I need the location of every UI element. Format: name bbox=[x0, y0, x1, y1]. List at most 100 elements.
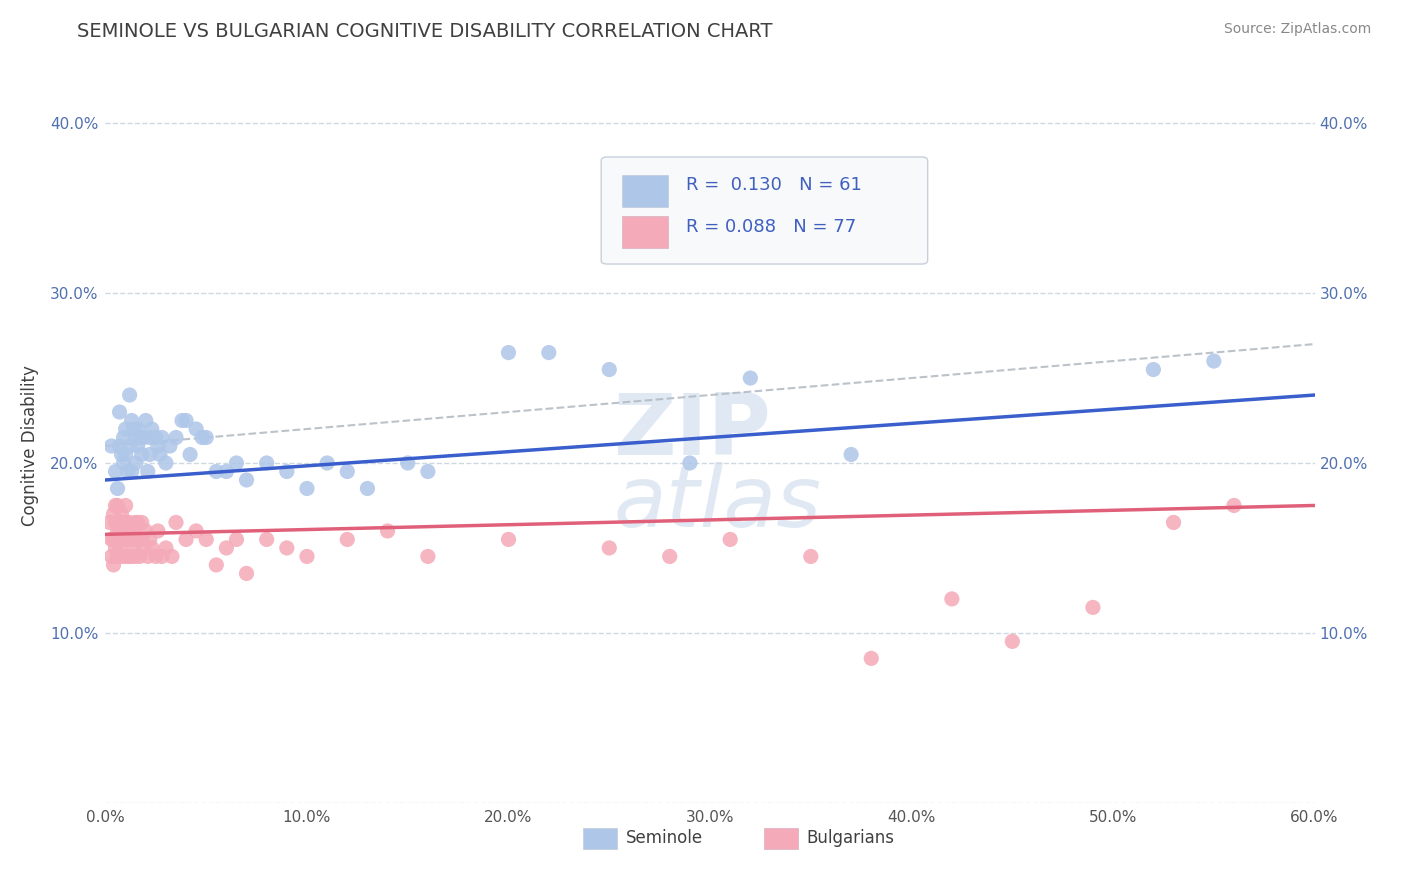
Point bbox=[114, 533, 136, 547]
Point bbox=[416, 549, 439, 564]
Point bbox=[132, 430, 155, 444]
Point bbox=[124, 516, 148, 530]
Point bbox=[165, 430, 187, 444]
Point bbox=[121, 533, 143, 547]
Point bbox=[174, 533, 197, 547]
Point bbox=[121, 413, 143, 427]
Point bbox=[107, 499, 129, 513]
Point bbox=[112, 456, 135, 470]
Point bbox=[146, 439, 169, 453]
Point bbox=[136, 549, 159, 564]
Point bbox=[191, 430, 214, 444]
Point bbox=[225, 533, 247, 547]
Point bbox=[103, 533, 125, 547]
Point bbox=[110, 533, 132, 547]
Point bbox=[127, 533, 149, 547]
Point bbox=[1202, 354, 1225, 368]
Point bbox=[124, 430, 148, 444]
Point bbox=[107, 549, 129, 564]
Point bbox=[150, 549, 173, 564]
Point bbox=[110, 516, 132, 530]
Point bbox=[165, 516, 187, 530]
Point bbox=[1001, 634, 1024, 648]
Point bbox=[336, 465, 359, 479]
Point bbox=[276, 541, 298, 555]
Point bbox=[135, 413, 157, 427]
Text: R =  0.130   N = 61: R = 0.130 N = 61 bbox=[686, 177, 862, 194]
FancyBboxPatch shape bbox=[621, 175, 668, 207]
Point bbox=[104, 499, 127, 513]
Point bbox=[121, 465, 143, 479]
Point bbox=[141, 541, 163, 555]
Point bbox=[295, 549, 318, 564]
Point bbox=[839, 448, 862, 462]
FancyBboxPatch shape bbox=[765, 828, 799, 849]
Point bbox=[104, 465, 127, 479]
Point bbox=[122, 422, 145, 436]
Point bbox=[150, 430, 173, 444]
Point bbox=[155, 541, 177, 555]
Point bbox=[131, 533, 153, 547]
FancyBboxPatch shape bbox=[602, 157, 928, 264]
Point bbox=[136, 465, 159, 479]
Point bbox=[112, 524, 135, 538]
Point bbox=[316, 456, 339, 470]
Point bbox=[104, 541, 127, 555]
Point bbox=[114, 516, 136, 530]
Point bbox=[108, 516, 131, 530]
Point bbox=[128, 549, 150, 564]
Point bbox=[128, 430, 150, 444]
Point bbox=[377, 524, 399, 538]
Point bbox=[100, 549, 122, 564]
Point bbox=[127, 439, 149, 453]
Text: Bulgarians: Bulgarians bbox=[807, 830, 894, 847]
Point bbox=[141, 422, 163, 436]
Point bbox=[98, 516, 121, 530]
Point bbox=[114, 422, 136, 436]
Point bbox=[112, 430, 135, 444]
Point bbox=[215, 465, 238, 479]
Point bbox=[118, 524, 141, 538]
Point bbox=[276, 465, 298, 479]
Point bbox=[860, 651, 883, 665]
Point bbox=[108, 541, 131, 555]
Point bbox=[112, 533, 135, 547]
Point bbox=[1142, 362, 1164, 376]
Point bbox=[103, 507, 125, 521]
Point bbox=[658, 549, 681, 564]
Point bbox=[145, 549, 167, 564]
Point bbox=[107, 524, 129, 538]
Text: SEMINOLE VS BULGARIAN COGNITIVE DISABILITY CORRELATION CHART: SEMINOLE VS BULGARIAN COGNITIVE DISABILI… bbox=[77, 22, 773, 41]
Point bbox=[139, 448, 162, 462]
Point bbox=[112, 549, 135, 564]
Point bbox=[598, 541, 620, 555]
Point bbox=[256, 456, 278, 470]
Point bbox=[124, 456, 148, 470]
Point bbox=[135, 524, 157, 538]
Point bbox=[127, 516, 149, 530]
Point bbox=[146, 524, 169, 538]
Point bbox=[800, 549, 823, 564]
Point bbox=[256, 533, 278, 547]
Point bbox=[149, 448, 172, 462]
Point bbox=[104, 516, 127, 530]
Point bbox=[356, 482, 378, 496]
Point bbox=[108, 549, 131, 564]
Point bbox=[108, 405, 131, 419]
Point bbox=[396, 456, 419, 470]
Point bbox=[159, 439, 181, 453]
Point bbox=[124, 549, 148, 564]
Text: atlas: atlas bbox=[613, 461, 821, 545]
Point bbox=[121, 549, 143, 564]
Point bbox=[108, 439, 131, 453]
Point bbox=[139, 430, 162, 444]
Point bbox=[104, 533, 127, 547]
FancyBboxPatch shape bbox=[621, 216, 668, 248]
Point bbox=[235, 566, 257, 581]
Point bbox=[139, 533, 162, 547]
Y-axis label: Cognitive Disability: Cognitive Disability bbox=[21, 366, 39, 526]
Point bbox=[117, 533, 139, 547]
Point bbox=[114, 499, 136, 513]
Point bbox=[108, 524, 131, 538]
Point bbox=[174, 413, 197, 427]
